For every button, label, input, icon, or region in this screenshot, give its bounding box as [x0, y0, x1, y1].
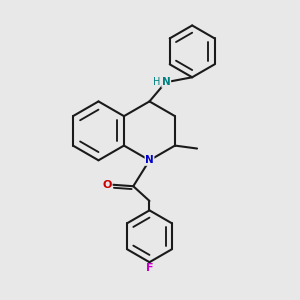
Text: N: N	[145, 155, 154, 165]
Text: F: F	[146, 263, 153, 273]
Text: O: O	[103, 180, 112, 190]
Text: N: N	[162, 77, 171, 87]
Text: H: H	[153, 77, 160, 87]
